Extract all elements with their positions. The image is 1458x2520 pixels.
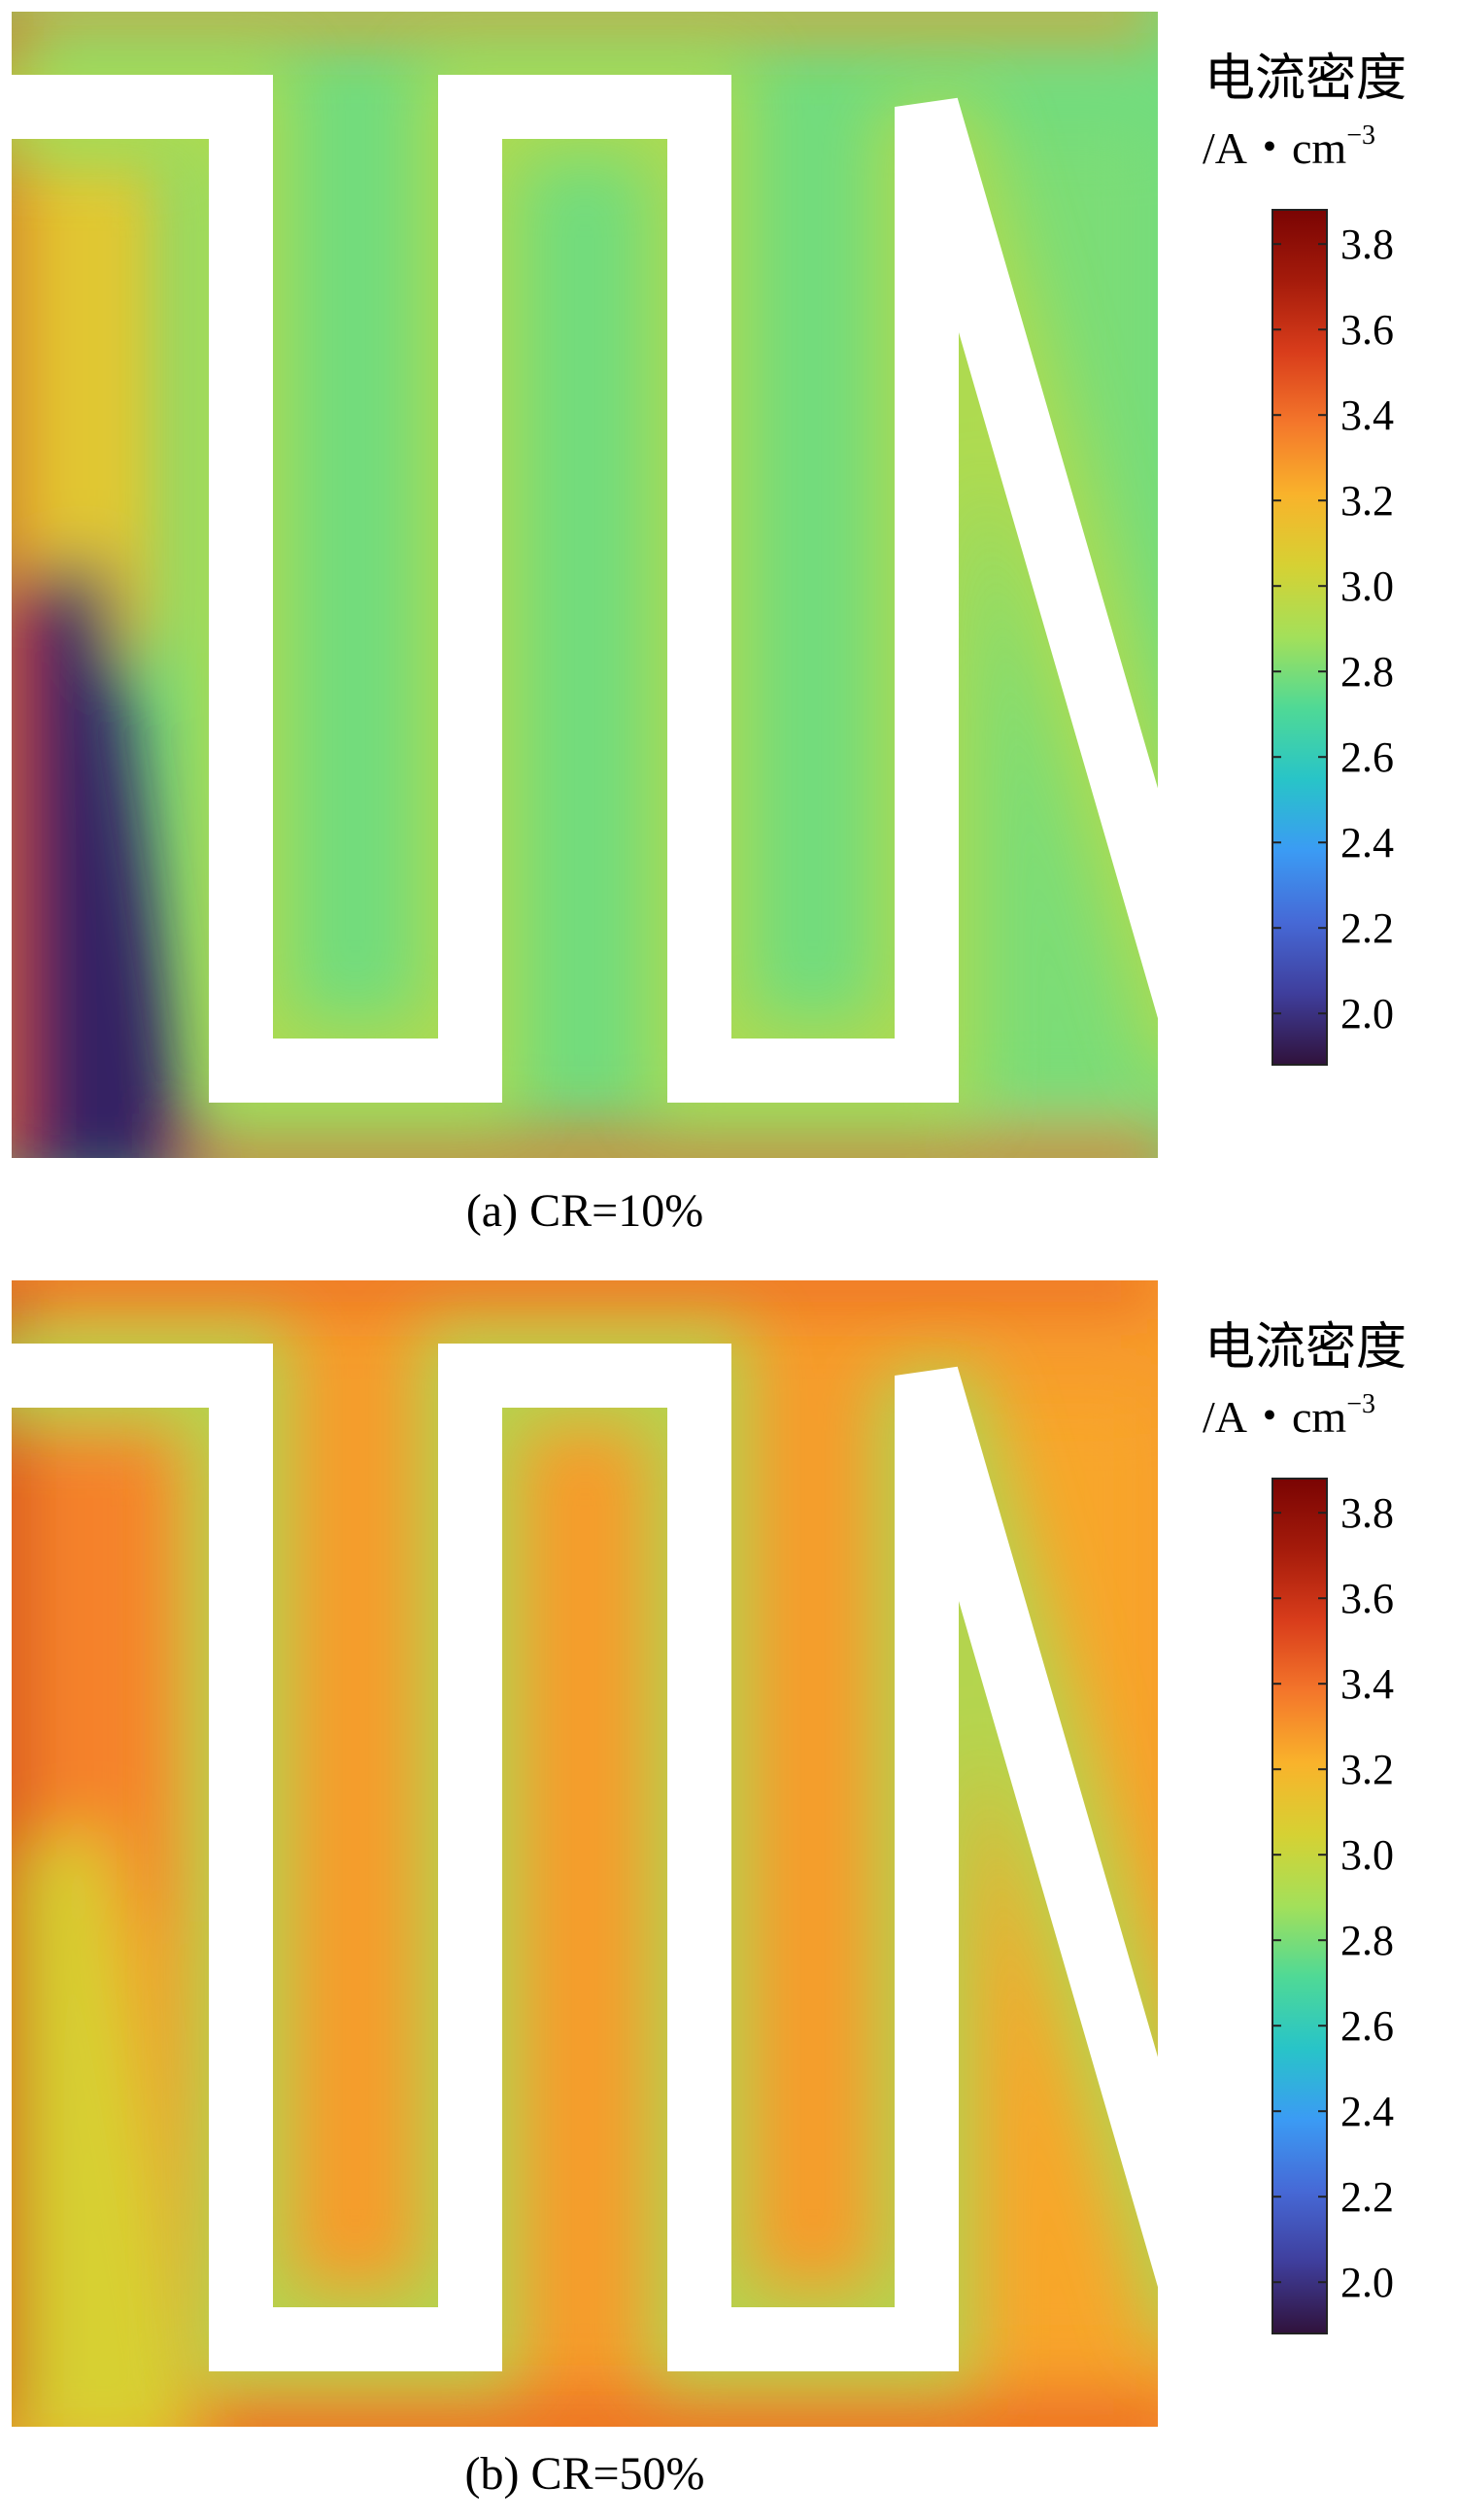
colorbar-tick-label: 3.8: [1340, 221, 1394, 268]
colorbar-tick-label: 2.8: [1340, 648, 1394, 696]
colorbar-tick-label: 3.6: [1340, 1575, 1394, 1622]
colorbar-tick-label: 2.6: [1340, 733, 1394, 781]
colorbar-tick-label: 3.0: [1340, 1831, 1394, 1879]
field-top-edge: [12, 1280, 1158, 1300]
field-left-edge: [12, 1280, 19, 2427]
colorbar-a-unit-exponent: −3: [1346, 120, 1375, 151]
colorbar-tick-label: 3.2: [1340, 1746, 1394, 1793]
caption-b: (b) CR=50%: [464, 2448, 704, 2500]
colorbar-b-bar: [1272, 1478, 1328, 2334]
colorbar-tick-label: 2.4: [1340, 819, 1394, 867]
colorbar-tick-label: 2.6: [1340, 2002, 1394, 2050]
colorbar-a-title: 电流密度: [1204, 51, 1407, 107]
colorbar-a-unit-prefix: /A・cm: [1203, 123, 1346, 173]
colorbar-a: 电流密度 /A・cm−3 3.8 3.6 3.4 3.2 3.0 2.8 2.6 2.4 2.2…: [1203, 51, 1407, 1066]
colorbar-tick-label: 2.0: [1340, 990, 1394, 1038]
field-bottom-edge: [186, 1134, 1158, 1158]
colorbar-tick-label: 2.0: [1340, 2259, 1394, 2306]
flow-channel-a: [0, 75, 1238, 1103]
panel-a: (a) CR=10% 电流密度 /A・cm−3 3.8 3.6 3.4 3.2 3.0 2…: [0, 12, 1407, 1237]
colorbar-tick-label: 3.0: [1340, 562, 1394, 610]
colorbar-tick-label: 2.4: [1340, 2088, 1394, 2135]
colorbar-tick-label: 3.2: [1340, 477, 1394, 525]
colorbar-a-ticks: 3.8 3.6 3.4 3.2 3.0 2.8 2.6 2.4 2.2 2.0: [1272, 221, 1394, 1038]
flow-channel-b: [0, 1344, 1238, 2371]
colorbar-tick-label: 3.4: [1340, 392, 1394, 439]
panel-b: (b) CR=50% 电流密度 /A・cm−3 3.8 3.6 3.4 3.2 3.0 2…: [0, 1280, 1407, 2500]
caption-a: (a) CR=10%: [466, 1185, 703, 1237]
field-left-bottom: [12, 1824, 202, 2427]
colorbar-tick-label: 3.6: [1340, 306, 1394, 354]
colorbar-b: 电流密度 /A・cm−3 3.8 3.6 3.4 3.2 3.0 2.8 2.6 2.4 2.2…: [1203, 1320, 1407, 2334]
colorbar-tick-label: 2.8: [1340, 1917, 1394, 1964]
field-left-bottom: [12, 556, 202, 1158]
colorbar-b-unit-prefix: /A・cm: [1203, 1392, 1346, 1442]
colorbar-tick-label: 2.2: [1340, 2173, 1394, 2221]
field-bottom-edge: [186, 2402, 1158, 2427]
field-left-edge: [12, 12, 19, 1158]
colorbar-a-unit: /A・cm−3: [1203, 120, 1375, 173]
colorbar-tick-label: 2.2: [1340, 904, 1394, 952]
colorbar-b-ticks: 3.8 3.6 3.4 3.2 3.0 2.8 2.6 2.4 2.2 2.0: [1272, 1489, 1394, 2306]
colorbar-a-bar: [1272, 209, 1328, 1066]
channel-b: [0, 1344, 1238, 2371]
heatmap-b: [12, 1280, 1158, 2427]
colorbar-tick-label: 3.4: [1340, 1660, 1394, 1708]
colorbar-b-unit: /A・cm−3: [1203, 1389, 1375, 1442]
colorbar-b-unit-exponent: −3: [1346, 1389, 1375, 1419]
field-top-edge: [12, 12, 1158, 31]
colorbar-tick-label: 3.8: [1340, 1489, 1394, 1537]
channel-a: [0, 75, 1238, 1103]
colorbar-b-title: 电流密度: [1204, 1320, 1407, 1376]
heatmap-a: [12, 12, 1158, 1158]
